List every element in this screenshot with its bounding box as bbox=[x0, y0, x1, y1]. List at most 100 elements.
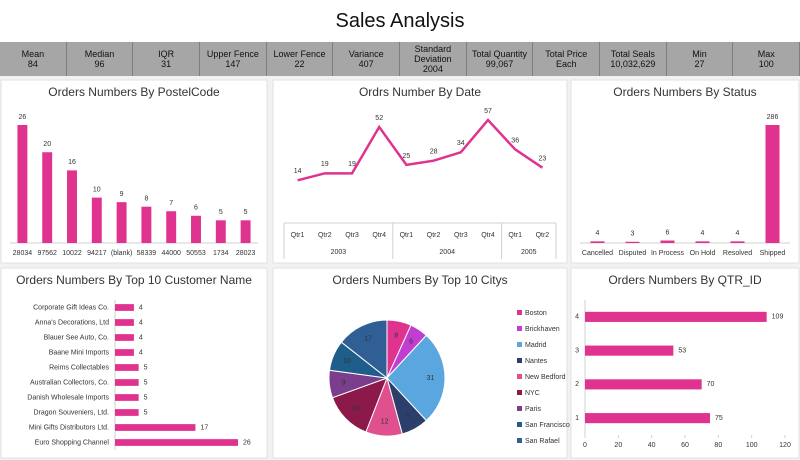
data-label: 6 bbox=[194, 205, 198, 212]
data-label: 25 bbox=[403, 153, 411, 160]
bar bbox=[17, 125, 28, 243]
x-tick-label: Disputed bbox=[619, 250, 647, 257]
data-label: 14 bbox=[294, 168, 302, 175]
stat-value: 10,032,629 bbox=[610, 59, 656, 69]
pie-slice bbox=[340, 319, 388, 380]
x-tick-label: 20 bbox=[614, 442, 622, 449]
x-tick-label: 58339 bbox=[137, 250, 157, 257]
data-label: 53 bbox=[678, 347, 686, 354]
stat-value: 2004 bbox=[422, 64, 443, 74]
x-tick-label: 80 bbox=[714, 442, 722, 449]
pie-slice bbox=[386, 334, 446, 422]
stat-label: Max bbox=[757, 49, 775, 59]
stat-value: 99,067 bbox=[485, 59, 514, 69]
data-label: 52 bbox=[375, 115, 383, 122]
x-tick-label: Shipped bbox=[760, 250, 786, 257]
bar bbox=[695, 241, 710, 243]
y-tick-label: Mini Gifts Distributors Ltd. bbox=[29, 424, 109, 431]
data-label: 4 bbox=[736, 230, 740, 237]
bar bbox=[115, 319, 134, 326]
stat-value: 147 bbox=[225, 59, 241, 69]
data-label: 9 bbox=[120, 191, 124, 198]
x-tick-label: On Hold bbox=[690, 250, 716, 257]
chart-title: Orders Numbers By Status bbox=[613, 85, 756, 99]
x-tick-label: Qtr4 bbox=[481, 232, 495, 239]
chart-title: Ordrs Number By Date bbox=[359, 85, 481, 99]
data-label: 109 bbox=[772, 314, 784, 321]
x-tick-label: Qtr1 bbox=[508, 232, 522, 239]
stat-label: Median bbox=[84, 49, 115, 59]
x-tick-label: 44000 bbox=[161, 250, 181, 257]
stats-bar: Mean 84 Median 96 IQR 31 Upper Fence 147 Lower F… bbox=[0, 42, 800, 76]
stat-value: Each bbox=[555, 59, 577, 69]
data-label: 12 bbox=[381, 418, 389, 425]
bar bbox=[115, 304, 134, 311]
x-tick-label: 120 bbox=[779, 442, 791, 449]
bar bbox=[585, 379, 702, 390]
x-tick-label: Qtr4 bbox=[372, 232, 386, 239]
legend-label: NYC bbox=[525, 390, 540, 397]
legend-swatch bbox=[517, 374, 522, 379]
x-tick-label: In Process bbox=[651, 250, 685, 257]
stat-value: 100 bbox=[758, 59, 774, 69]
stat: Mean 84 bbox=[0, 42, 67, 76]
legend-label: Paris bbox=[525, 406, 541, 413]
x-tick-label: Qtr1 bbox=[400, 232, 414, 239]
data-label: 17 bbox=[200, 424, 208, 431]
legend-swatch bbox=[517, 342, 522, 347]
legend-swatch bbox=[517, 438, 522, 443]
bar bbox=[115, 379, 139, 386]
y-tick-label: Baane Mini Imports bbox=[49, 349, 110, 356]
legend-swatch bbox=[517, 326, 522, 331]
bar bbox=[67, 170, 77, 243]
stat: Standard Deviation 2004 bbox=[400, 42, 467, 76]
legend-swatch bbox=[517, 358, 522, 363]
bar bbox=[625, 241, 640, 243]
data-label: 23 bbox=[539, 156, 547, 163]
bar bbox=[730, 241, 745, 243]
data-label: 28 bbox=[430, 149, 438, 156]
data-label: 4 bbox=[139, 334, 143, 341]
legend-label: Nantes bbox=[525, 358, 548, 365]
data-label: 4 bbox=[139, 349, 143, 356]
data-label: 5 bbox=[144, 409, 148, 416]
data-label: 5 bbox=[244, 209, 248, 216]
data-label: 57 bbox=[484, 108, 492, 115]
panel bbox=[272, 79, 568, 264]
bar bbox=[42, 152, 53, 243]
stat-label: Total Seals bbox=[610, 49, 655, 59]
data-label: 16 bbox=[68, 159, 76, 166]
group-label: 2004 bbox=[439, 249, 455, 256]
chart-title: Orders Numbers By Top 10 Customer Name bbox=[16, 273, 252, 287]
stat-value: 407 bbox=[358, 59, 374, 69]
chart-title: Orders Numbers By PostelCode bbox=[48, 85, 220, 99]
data-label: 8 bbox=[144, 196, 148, 203]
bar bbox=[166, 211, 177, 243]
data-label: 5 bbox=[219, 209, 223, 216]
data-label: 34 bbox=[457, 140, 465, 147]
x-tick-label: Qtr2 bbox=[536, 232, 550, 239]
y-tick-label: Corporate Gift Ideas Co. bbox=[33, 304, 109, 311]
bar bbox=[116, 202, 127, 243]
dashboard-title: Sales Analysis bbox=[0, 0, 800, 42]
group-label: 2003 bbox=[331, 249, 347, 256]
bar bbox=[115, 439, 238, 446]
stat-value: 27 bbox=[694, 59, 705, 69]
legend-label: New Bedford bbox=[525, 374, 566, 381]
data-label: 4 bbox=[596, 230, 600, 237]
bar bbox=[115, 409, 139, 416]
data-label: 19 bbox=[321, 161, 329, 168]
x-tick-label: Resolved bbox=[723, 250, 752, 257]
stat: Total Price Each bbox=[533, 42, 601, 76]
stat: IQR 31 bbox=[133, 42, 201, 76]
stat-label: Total Quantity bbox=[472, 49, 528, 59]
data-label: 20 bbox=[43, 141, 51, 148]
bar bbox=[191, 215, 201, 243]
y-tick-label: Danish Wholesale Imports bbox=[27, 394, 109, 401]
chart-title: Orders Numbers By Top 10 Citys bbox=[332, 273, 507, 287]
bar bbox=[115, 364, 139, 371]
bar bbox=[91, 197, 102, 243]
y-tick-label: Australian Collectors, Co. bbox=[30, 379, 109, 386]
stat: Min 27 bbox=[667, 42, 734, 76]
